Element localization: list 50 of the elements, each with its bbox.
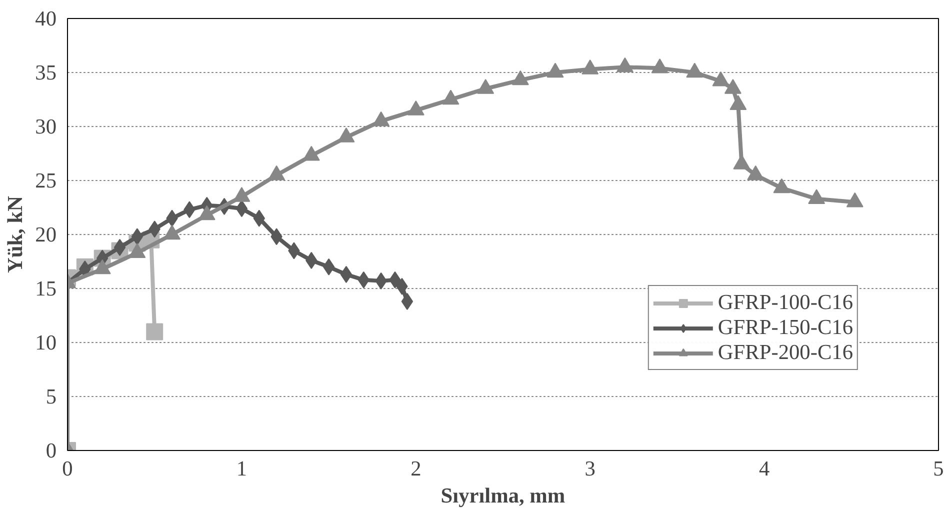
- y-tick-label: 40: [35, 6, 56, 30]
- point: [302, 146, 320, 161]
- point: [686, 62, 704, 78]
- x-tick-label: 0: [62, 456, 73, 480]
- y-tick-label: 10: [35, 330, 56, 354]
- point: [616, 57, 634, 72]
- point: [236, 200, 248, 218]
- x-tick-label: 4: [758, 456, 770, 480]
- point: [733, 154, 750, 170]
- point: [407, 100, 424, 116]
- point: [712, 71, 730, 86]
- point: [808, 189, 826, 204]
- legend-label: GFRP-150-C16: [718, 315, 853, 340]
- y-tick-label: 35: [35, 60, 56, 84]
- point: [268, 165, 286, 180]
- x-tick-label: 2: [410, 456, 422, 480]
- x-tick-label: 3: [584, 456, 596, 480]
- y-tick-label: 25: [35, 168, 56, 192]
- point: [546, 62, 564, 78]
- point: [338, 128, 355, 142]
- point: [198, 205, 216, 220]
- point: [477, 78, 494, 94]
- point: [773, 178, 790, 194]
- x-axis-title: Sıyrılma, mm: [440, 484, 566, 508]
- point: [372, 111, 390, 126]
- y-tick-label: 5: [46, 384, 57, 408]
- legend-label: GFRP-200-C16: [718, 340, 853, 365]
- point: [724, 78, 742, 94]
- point: [442, 90, 460, 105]
- y-tick-label: 15: [35, 276, 56, 300]
- point: [747, 165, 764, 180]
- point: [512, 70, 529, 86]
- x-tick-label: 1: [236, 456, 248, 480]
- point: [322, 258, 335, 276]
- point: [233, 186, 250, 202]
- y-tick-label: 30: [35, 114, 56, 138]
- point: [340, 266, 352, 283]
- x-tick-label: 5: [933, 456, 944, 480]
- y-tick-label: 20: [35, 222, 56, 246]
- y-tick-label: 0: [46, 438, 57, 462]
- point: [401, 292, 414, 310]
- y-axis-title: Yük, kN: [3, 195, 28, 274]
- point: [846, 192, 864, 208]
- point: [131, 228, 144, 246]
- point: [651, 58, 668, 74]
- point: [146, 323, 164, 340]
- point: [730, 95, 747, 110]
- point: [582, 60, 599, 74]
- legend-label: GFRP-100-C16: [718, 290, 853, 315]
- point: [114, 238, 126, 256]
